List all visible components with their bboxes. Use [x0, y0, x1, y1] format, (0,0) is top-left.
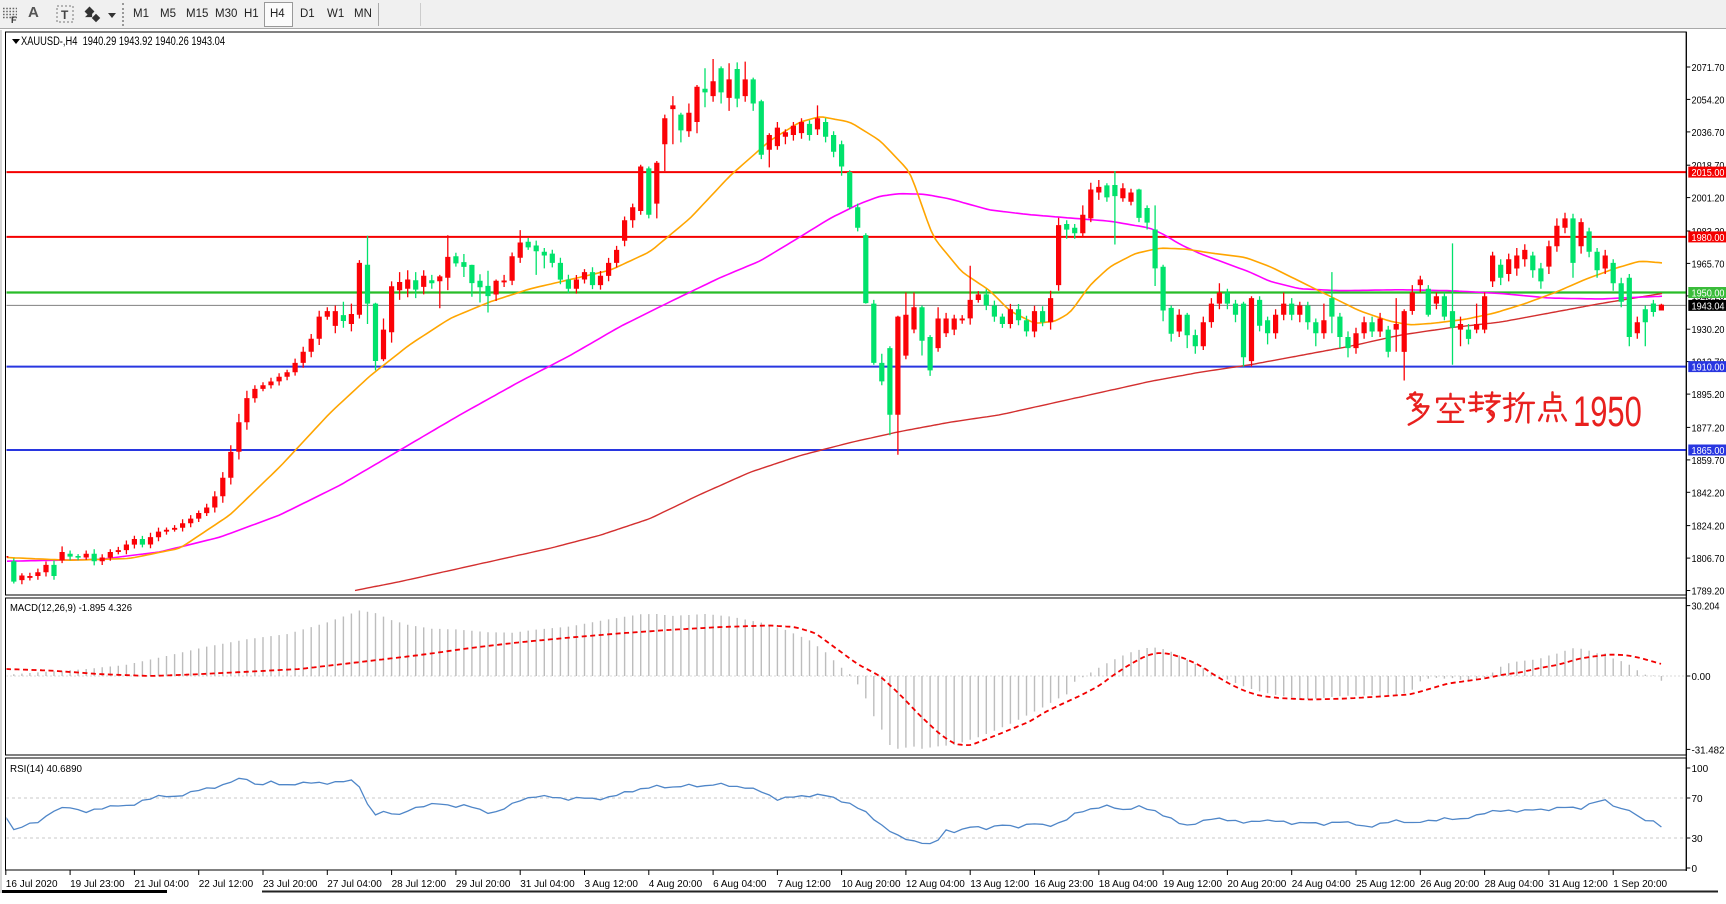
svg-text:-31.482: -31.482	[1692, 745, 1725, 756]
svg-text:T: T	[61, 8, 69, 22]
svg-text:1910.00: 1910.00	[1692, 363, 1725, 374]
svg-text:6 Aug 04:00: 6 Aug 04:00	[713, 879, 767, 890]
svg-text:26 Aug 20:00: 26 Aug 20:00	[1420, 879, 1479, 890]
svg-text:1859.70: 1859.70	[1692, 456, 1725, 467]
svg-text:16 Jul 2020: 16 Jul 2020	[6, 879, 58, 890]
svg-text:3 Aug 12:00: 3 Aug 12:00	[585, 879, 639, 890]
svg-text:RSI(14) 40.6890: RSI(14) 40.6890	[10, 763, 82, 775]
svg-text:1842.20: 1842.20	[1692, 488, 1725, 499]
svg-text:2015.00: 2015.00	[1692, 168, 1725, 179]
svg-text:1806.70: 1806.70	[1692, 554, 1725, 565]
svg-text:27 Jul 04:00: 27 Jul 04:00	[327, 879, 382, 890]
svg-text:29 Jul 20:00: 29 Jul 20:00	[456, 879, 511, 890]
svg-text:1980.00: 1980.00	[1692, 233, 1725, 244]
svg-text:28 Jul 12:00: 28 Jul 12:00	[392, 879, 447, 890]
svg-text:30: 30	[1692, 834, 1704, 845]
svg-text:4 Aug 20:00: 4 Aug 20:00	[649, 879, 703, 890]
svg-text:7 Aug 12:00: 7 Aug 12:00	[777, 879, 831, 890]
svg-text:18 Aug 04:00: 18 Aug 04:00	[1099, 879, 1158, 890]
svg-text:16 Aug 23:00: 16 Aug 23:00	[1035, 879, 1094, 890]
svg-text:1930.20: 1930.20	[1692, 325, 1725, 336]
svg-text:10 Aug 20:00: 10 Aug 20:00	[842, 879, 901, 890]
svg-text:2071.70: 2071.70	[1692, 63, 1725, 74]
svg-text:13 Aug 12:00: 13 Aug 12:00	[970, 879, 1029, 890]
svg-text:1865.00: 1865.00	[1692, 446, 1725, 457]
svg-text:25 Aug 12:00: 25 Aug 12:00	[1356, 879, 1415, 890]
svg-text:19 Aug 12:00: 19 Aug 12:00	[1163, 879, 1222, 890]
svg-text:22 Jul 12:00: 22 Jul 12:00	[199, 879, 254, 890]
svg-text:2054.20: 2054.20	[1692, 95, 1725, 106]
svg-text:20 Aug 20:00: 20 Aug 20:00	[1227, 879, 1286, 890]
svg-text:24 Aug 04:00: 24 Aug 04:00	[1292, 879, 1351, 890]
svg-text:MACD(12,26,9) -1.895 4.326: MACD(12,26,9) -1.895 4.326	[10, 602, 132, 614]
svg-text:0.00: 0.00	[1692, 672, 1711, 683]
svg-text:1950: 1950	[1573, 387, 1642, 435]
svg-text:1950.00: 1950.00	[1692, 289, 1725, 300]
svg-text:1789.20: 1789.20	[1692, 587, 1725, 598]
svg-text:0: 0	[1692, 864, 1698, 875]
svg-text:100: 100	[1692, 764, 1709, 775]
svg-text:12 Aug 04:00: 12 Aug 04:00	[906, 879, 965, 890]
svg-text:1895.20: 1895.20	[1692, 390, 1725, 401]
svg-text:19 Jul 23:00: 19 Jul 23:00	[70, 879, 125, 890]
svg-text:31 Aug 12:00: 31 Aug 12:00	[1549, 879, 1608, 890]
svg-text:F: F	[11, 15, 17, 25]
svg-text:1877.20: 1877.20	[1692, 423, 1725, 434]
svg-text:31 Jul 04:00: 31 Jul 04:00	[520, 879, 575, 890]
svg-text:30.204: 30.204	[1692, 602, 1720, 613]
svg-text:23 Jul 20:00: 23 Jul 20:00	[263, 879, 318, 890]
svg-text:2036.70: 2036.70	[1692, 128, 1725, 139]
svg-text:1965.70: 1965.70	[1692, 259, 1725, 270]
svg-text:21 Jul 04:00: 21 Jul 04:00	[134, 879, 189, 890]
svg-text:28 Aug 04:00: 28 Aug 04:00	[1485, 879, 1544, 890]
svg-text:XAUUSD-,H4 1940.29 1943.92 19: XAUUSD-,H4 1940.29 1943.92 1940.26 1943.…	[21, 36, 225, 48]
svg-text:1 Sep 20:00: 1 Sep 20:00	[1613, 879, 1667, 890]
svg-text:1943.04: 1943.04	[1692, 301, 1725, 312]
svg-text:2001.20: 2001.20	[1692, 194, 1725, 205]
svg-text:1824.20: 1824.20	[1692, 522, 1725, 533]
svg-text:70: 70	[1692, 794, 1704, 805]
